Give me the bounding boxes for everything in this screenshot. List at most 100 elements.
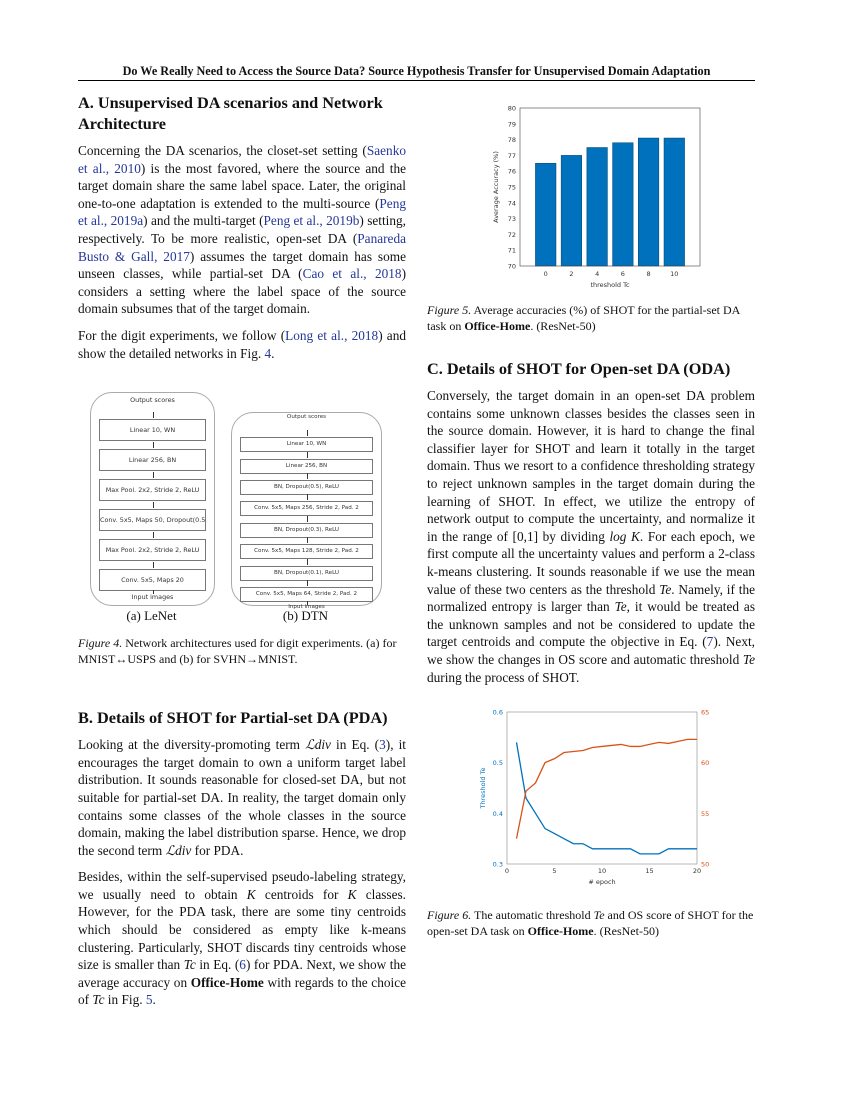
x-tick-label: 8	[647, 270, 651, 278]
arrow-icon	[152, 412, 154, 419]
math-symbol: Te	[593, 908, 605, 923]
bar	[586, 147, 608, 267]
lenet-label: (a) LeNet	[126, 608, 177, 624]
math-symbol: Tc	[92, 992, 105, 1008]
y-tick-label: 76	[508, 168, 516, 176]
arrow-icon	[152, 472, 154, 479]
y-tick-label: 73	[508, 215, 516, 223]
layer-block: Conv. 5x5, Maps 50, Dropout(0.5)	[99, 509, 206, 532]
layer-block: Linear 256, BN	[99, 449, 206, 472]
y-tick-label: 79	[508, 120, 516, 128]
y-tick-label: 74	[508, 199, 516, 207]
citation-link[interactable]: 4	[264, 345, 272, 361]
bar	[535, 163, 557, 267]
math-symbol: Te	[742, 651, 755, 667]
arrow-icon	[152, 442, 154, 449]
citation-link[interactable]: 3	[379, 737, 386, 753]
section-b-title: B. Details of SHOT for Partial-set DA (P…	[78, 708, 388, 728]
citation-link[interactable]: Peng et al., 2019a	[78, 195, 406, 229]
y-tick-label: 78	[508, 136, 516, 144]
arrow-icon	[152, 590, 154, 595]
citation-link[interactable]: 5	[145, 992, 153, 1008]
x-tick-label: 0	[505, 867, 509, 875]
citation-link[interactable]: Long et al., 2018	[285, 327, 379, 343]
x-tick-label: 4	[595, 270, 599, 278]
arrow-icon	[306, 494, 308, 501]
y-tick-label: 77	[508, 152, 516, 160]
citation-link[interactable]: Panareda Busto & Gall, 2017	[78, 230, 406, 264]
arrow-icon	[306, 515, 308, 522]
figure-6-caption: Figure 6. The automatic threshold Te and…	[427, 908, 755, 939]
math-symbol: Tc	[183, 957, 196, 973]
caption-text: Network architectures used for digit exp…	[78, 636, 397, 666]
text-run: ) for PDA. Next, we show the average acc…	[78, 957, 407, 990]
text-run: classes. However, for the PDA task, ther…	[78, 886, 407, 973]
caption-label: Figure 6.	[427, 908, 472, 923]
text-run: ) and show the detailed networks in Fig.	[78, 327, 406, 361]
citation-link[interactable]: 6	[239, 957, 246, 973]
layer-block: Linear 10, WN	[240, 437, 373, 453]
bar	[663, 137, 685, 267]
citation-link[interactable]: Cao et al., 2018	[302, 266, 402, 282]
arrow-icon	[306, 579, 308, 586]
text-run: Office-Home	[190, 974, 264, 990]
y-tick-label: 72	[508, 231, 516, 239]
x-tick-label: 10	[670, 270, 678, 278]
text-run: Looking at the diversity-promoting term	[78, 737, 306, 753]
dtn-label: (b) DTN	[282, 608, 329, 624]
text-run: . (ResNet-50)	[530, 318, 596, 333]
input-images-label: Input images	[288, 603, 325, 610]
text-run: and OS score of SHOT for the open-set DA…	[427, 908, 754, 938]
arrow-icon	[306, 558, 308, 565]
bar	[638, 137, 660, 267]
y-axis-label: Average Accuracy (%)	[492, 151, 500, 223]
bar	[560, 155, 582, 267]
text-run: Office-Home	[464, 318, 531, 333]
arrow-icon	[306, 537, 308, 544]
text-run: ) assumes the target domain has some uns…	[78, 248, 406, 282]
text-run: . (ResNet-50)	[593, 923, 659, 938]
text-run: For the digit experiments, we follow (	[78, 327, 286, 343]
section-a-paragraph-2: For the digit experiments, we follow (Lo…	[78, 327, 406, 362]
y-tick-label: 65	[701, 709, 709, 717]
arrow-icon	[152, 502, 154, 509]
arrow-icon	[306, 472, 308, 479]
math-symbol: K	[246, 886, 256, 902]
y-tick-label: 80	[508, 105, 516, 113]
layer-block: Conv. 5x5, Maps 64, Stride 2, Pad. 2	[240, 586, 373, 602]
text-run: in Fig.	[104, 992, 146, 1008]
y-tick-label: 60	[701, 759, 709, 767]
section-c-paragraph-1: Conversely, the target domain in an open…	[427, 387, 755, 686]
right-column: 0 2 4 6 8 10 70 71 72 73 74 75 76 77 78 79 80 threshold T…	[427, 95, 755, 939]
layer-block: Linear 256, BN	[240, 458, 373, 474]
layer-block: Conv. 5x5, Maps 128, Stride 2, Pad. 2	[240, 544, 373, 560]
text-run: The automatic threshold	[471, 908, 594, 923]
output-scores-label: Output scores	[130, 396, 175, 405]
text-run: ) setting, respectively. To be more real…	[78, 213, 406, 246]
running-header: Do We Really Need to Access the Source D…	[122, 64, 711, 78]
text-run: . Namely, if the normalized entropy is l…	[427, 581, 755, 615]
plot-frame	[506, 711, 698, 865]
figure-4-caption: Figure 4. Network architectures used for…	[78, 636, 406, 667]
section-b-paragraph-1: Looking at the diversity-promoting term …	[78, 736, 406, 859]
text-run: for PDA.	[191, 842, 244, 858]
layer-block: Max Pool. 2x2, Stride 2, ReLU	[99, 479, 206, 502]
bar	[612, 142, 634, 267]
x-tick-label: 15	[645, 867, 653, 875]
text-run: Conversely, the target domain in an open…	[427, 388, 755, 544]
y-tick-label: 0.3	[493, 861, 503, 869]
layer-block: Linear 10, WN	[99, 419, 206, 442]
left-series-line	[515, 742, 697, 855]
math-symbol: ℒdiv	[165, 842, 192, 858]
citation-link[interactable]: Saenko et al., 2010	[78, 143, 406, 176]
citation-link[interactable]: Peng et al., 2019b	[263, 213, 360, 229]
input-images-label: Input images	[131, 593, 174, 602]
text-run: ), it encourages the target domain to ow…	[78, 737, 407, 858]
section-c-title: C. Details of SHOT for Open-set DA (ODA)	[427, 359, 731, 378]
figure-5-caption: Figure 5. Average accuracies (%) of SHOT…	[427, 303, 755, 334]
x-tick-label: 6	[621, 270, 625, 278]
citation-link[interactable]: 7	[706, 634, 714, 650]
text-run: Office-Home	[527, 923, 594, 938]
text-run: in Eq. (	[195, 957, 240, 973]
